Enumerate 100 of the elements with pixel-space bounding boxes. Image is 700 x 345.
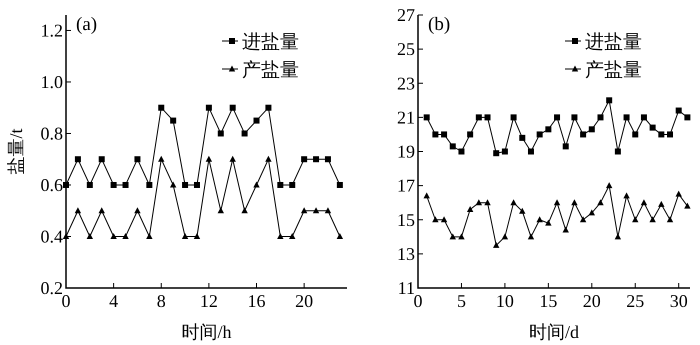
x-tick-label: 16 bbox=[248, 291, 266, 311]
point bbox=[466, 206, 474, 212]
point bbox=[253, 181, 260, 188]
point bbox=[230, 104, 236, 111]
point bbox=[650, 124, 656, 131]
point bbox=[313, 156, 320, 162]
point bbox=[606, 182, 612, 188]
point bbox=[194, 232, 200, 239]
y-tick-label: 27 bbox=[397, 5, 415, 25]
point bbox=[265, 104, 272, 111]
point bbox=[336, 232, 344, 239]
point bbox=[545, 220, 552, 226]
point bbox=[194, 182, 200, 188]
point bbox=[289, 182, 296, 188]
point bbox=[98, 207, 105, 214]
point bbox=[336, 182, 343, 188]
y-tick-label: 0.2 bbox=[40, 278, 63, 298]
point bbox=[476, 114, 482, 120]
y-tick-label: 0.6 bbox=[40, 174, 63, 195]
x-tick-label: 15 bbox=[539, 291, 558, 311]
point bbox=[614, 148, 621, 154]
point bbox=[229, 156, 236, 162]
point bbox=[432, 216, 439, 222]
point bbox=[170, 118, 176, 124]
y-tick-label: 25 bbox=[397, 39, 415, 60]
point bbox=[519, 134, 526, 141]
point bbox=[632, 131, 638, 138]
point bbox=[649, 216, 656, 222]
point bbox=[658, 200, 665, 207]
y-tick-label: 15 bbox=[397, 210, 415, 230]
x-tick-label: 8 bbox=[156, 291, 166, 311]
point bbox=[158, 104, 164, 111]
point bbox=[206, 104, 212, 111]
point bbox=[562, 226, 569, 232]
point bbox=[580, 131, 586, 138]
point bbox=[493, 242, 500, 248]
point bbox=[424, 114, 430, 120]
point bbox=[206, 156, 212, 162]
point bbox=[571, 114, 578, 120]
point bbox=[98, 156, 105, 162]
point bbox=[324, 207, 332, 214]
y-axis-title: 盐量/t bbox=[6, 128, 26, 175]
point bbox=[432, 131, 438, 138]
point bbox=[676, 108, 682, 114]
y-tick-label: 1.0 bbox=[40, 72, 63, 92]
point bbox=[519, 208, 526, 214]
x-tick-label: 20 bbox=[295, 291, 314, 311]
y-tick-label: 13 bbox=[397, 244, 415, 264]
point bbox=[110, 182, 117, 188]
point bbox=[624, 114, 630, 120]
point bbox=[458, 233, 465, 240]
y-tick-label: 23 bbox=[397, 73, 415, 94]
point bbox=[588, 209, 595, 216]
point bbox=[476, 199, 482, 206]
point bbox=[324, 156, 331, 162]
x-tick-label: 0 bbox=[62, 291, 70, 311]
x-tick-label: 4 bbox=[109, 291, 118, 311]
x-tick-label: 20 bbox=[582, 291, 601, 311]
y-tick-label: 17 bbox=[397, 176, 415, 196]
point bbox=[562, 143, 569, 150]
point bbox=[312, 207, 320, 214]
x-tick-label: 10 bbox=[496, 291, 514, 311]
point bbox=[666, 216, 674, 222]
point bbox=[667, 131, 674, 138]
legend-label: 产盐量 bbox=[242, 60, 299, 81]
point bbox=[684, 202, 691, 209]
point bbox=[134, 207, 141, 214]
point bbox=[74, 156, 81, 162]
point bbox=[110, 232, 117, 239]
point bbox=[182, 232, 188, 239]
point bbox=[158, 156, 164, 162]
point bbox=[241, 207, 248, 214]
point bbox=[182, 182, 188, 188]
point bbox=[632, 216, 638, 222]
point bbox=[74, 207, 82, 214]
point bbox=[614, 233, 622, 240]
point bbox=[528, 233, 534, 240]
x-tick-label: 12 bbox=[200, 291, 218, 311]
point bbox=[493, 150, 500, 156]
point bbox=[658, 131, 664, 138]
y-tick-label: 19 bbox=[397, 142, 415, 162]
point bbox=[623, 192, 630, 198]
point bbox=[545, 126, 552, 132]
legend-label: 进盐量 bbox=[242, 32, 299, 53]
point bbox=[301, 156, 308, 162]
point bbox=[277, 232, 284, 239]
point bbox=[580, 216, 586, 222]
x-axis-title: 时间/h bbox=[181, 322, 232, 342]
x-tick-label: 30 bbox=[670, 291, 688, 311]
point bbox=[597, 199, 604, 206]
point bbox=[684, 114, 690, 120]
point bbox=[440, 216, 448, 222]
y-tick-label: 0.4 bbox=[40, 226, 63, 246]
point bbox=[467, 131, 474, 138]
point bbox=[450, 233, 456, 240]
point bbox=[528, 148, 534, 154]
point bbox=[588, 126, 595, 132]
point bbox=[289, 232, 296, 239]
point bbox=[122, 232, 129, 239]
x-axis-title: 时间/d bbox=[528, 322, 580, 342]
